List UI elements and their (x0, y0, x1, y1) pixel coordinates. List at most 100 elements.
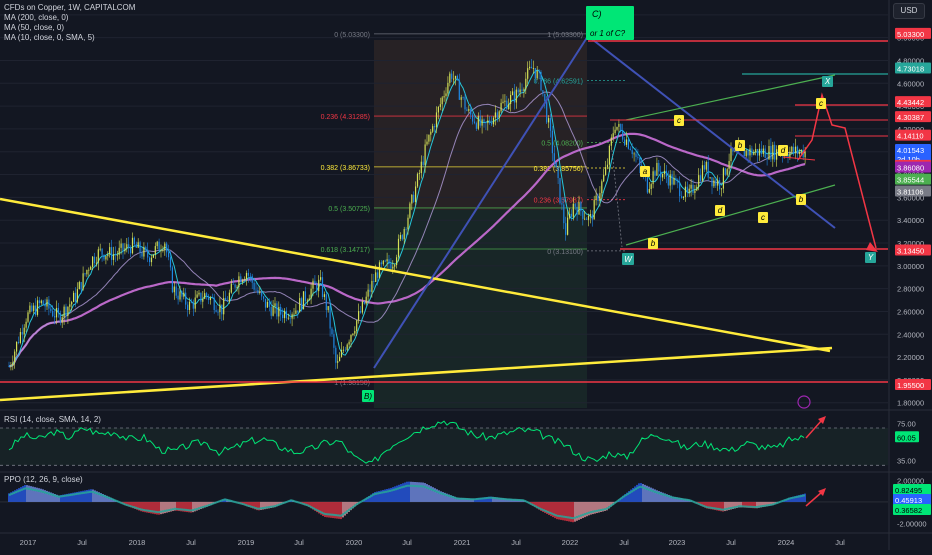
x-tick-label: Jul (726, 538, 736, 547)
candle-body (206, 293, 207, 296)
candle-body (320, 277, 321, 280)
candle-body (126, 244, 127, 248)
candle-body (548, 118, 549, 122)
candle-body (480, 116, 481, 126)
candle-body (343, 350, 344, 351)
candle-body (476, 123, 477, 129)
candle-body (345, 350, 346, 351)
candle-body (280, 307, 281, 315)
candle-body (540, 72, 541, 90)
candle-body (715, 180, 716, 185)
currency-button[interactable]: USD (893, 3, 925, 19)
candle-body (37, 300, 38, 315)
candle-body (261, 292, 262, 296)
candle-body (774, 145, 775, 160)
ma200-legend[interactable]: MA (200, close, 0) (4, 13, 135, 23)
candle-body (426, 142, 427, 145)
candle-body (236, 287, 237, 288)
candle-body (39, 300, 40, 303)
candle-body (73, 293, 74, 302)
wave-label-x: X (824, 77, 831, 86)
candle-body (117, 255, 118, 256)
candle-body (212, 298, 213, 299)
rsi-tick-label: 35.00 (897, 457, 916, 466)
candle-body (179, 291, 180, 299)
ma50-legend[interactable]: MA (50, close, 0) (4, 23, 135, 33)
candle-body (639, 158, 640, 166)
x-tick-label: 2023 (669, 538, 686, 547)
x-tick-label: Jul (835, 538, 845, 547)
candle-body (449, 74, 450, 83)
candle-body (52, 311, 53, 316)
candle-body (520, 90, 521, 93)
ma10-legend[interactable]: MA (10, close, 0, SMA, 5) (4, 33, 135, 43)
candle-body (79, 282, 80, 289)
candle-body (86, 270, 87, 274)
candle-body (170, 257, 171, 267)
candle-body (16, 342, 17, 352)
candle-body (474, 122, 475, 124)
candle-body (521, 90, 522, 91)
wave-label-c-note: or 1 of C? (590, 29, 626, 38)
candle-body (637, 157, 638, 158)
candle-body (594, 200, 595, 220)
x-tick-label: Jul (511, 538, 521, 547)
candle-body (708, 162, 709, 178)
candle-body (103, 255, 104, 260)
candle-body (571, 214, 572, 217)
candle-body (339, 357, 340, 361)
candle-body (679, 183, 680, 197)
candle-body (360, 311, 361, 312)
candle-body (575, 204, 576, 207)
candle-body (69, 304, 70, 306)
candle-body (387, 259, 388, 261)
candle-body (58, 308, 59, 313)
candle-body (388, 259, 389, 264)
candle-body (569, 214, 570, 218)
candle-body (197, 294, 198, 297)
candle-body (102, 249, 103, 255)
candle-body (491, 123, 492, 124)
candle-body (153, 254, 154, 257)
candle-body (383, 261, 384, 264)
candle-body (176, 287, 177, 296)
candle-body (746, 150, 747, 156)
chart-legend: CFDs on Copper, 1W, CAPITALCOM MA (200, … (4, 3, 135, 43)
wave-label-b: B) (364, 392, 372, 401)
candle-body (18, 342, 19, 343)
candle-body (398, 239, 399, 257)
candle-body (613, 133, 614, 137)
candle-body (719, 180, 720, 189)
wave-label-c: c (761, 213, 765, 222)
candle-body (62, 317, 63, 322)
candle-body (271, 307, 272, 316)
candle-body (487, 120, 488, 123)
candle-body (428, 135, 429, 142)
candle-body (181, 291, 182, 296)
candle-body (537, 71, 538, 78)
candle-body (425, 144, 426, 165)
candle-body (46, 300, 47, 307)
candle-body (406, 229, 407, 230)
candle-body (668, 177, 669, 186)
candle-body (122, 244, 123, 252)
candle-body (539, 71, 540, 72)
candle-body (121, 244, 122, 248)
candle-body (413, 195, 414, 202)
candle-body (763, 149, 764, 154)
wave-label-c: C) (592, 9, 602, 19)
candle-body (419, 173, 420, 174)
candle-body (710, 177, 711, 178)
candle-body (396, 257, 397, 265)
ppo-bar (410, 482, 411, 502)
rsi-title: RSI (14, close, SMA, 14, 2) (4, 415, 101, 424)
candle-body (696, 187, 697, 191)
candle-body (499, 111, 500, 118)
candle-body (366, 297, 367, 304)
candle-body (26, 322, 27, 328)
fib-level-label: 0.382 (3.86733) (321, 165, 370, 172)
candle-body (254, 283, 255, 290)
candle-body (90, 267, 91, 270)
